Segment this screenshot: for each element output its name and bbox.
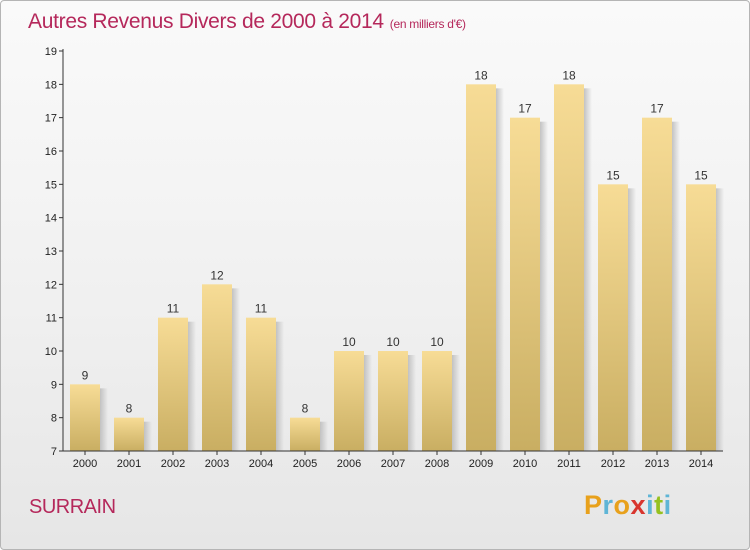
x-tick-label: 2014: [689, 458, 713, 470]
data-label: 18: [474, 68, 488, 82]
data-label: 10: [430, 335, 444, 349]
bar-shadow: [408, 355, 416, 451]
bar-shadow: [672, 121, 680, 452]
x-tick-label: 2004: [249, 458, 273, 470]
y-tick-label: 11: [46, 313, 57, 325]
bar-shadow: [100, 388, 108, 451]
bar: [554, 84, 584, 451]
logo-letter: o: [613, 490, 631, 520]
bar: [114, 417, 144, 451]
x-tick-label: 2001: [117, 458, 141, 470]
bar: [422, 351, 452, 451]
bar-shadow: [716, 188, 724, 452]
bar-shadow: [628, 188, 636, 452]
y-tick-label: 9: [51, 379, 57, 391]
bar: [246, 317, 276, 451]
bar: [686, 184, 716, 452]
bar-shadow: [276, 321, 284, 451]
bar: [642, 117, 672, 452]
bar: [510, 117, 540, 452]
y-tick-label: 8: [51, 413, 57, 425]
bar: [598, 184, 628, 452]
data-label: 12: [210, 268, 224, 282]
bar-shadow: [364, 355, 372, 451]
chart-title-text: Autres Revenus Divers de 2000 à 2014: [28, 10, 384, 33]
bar-shadow: [232, 288, 240, 451]
x-tick-label: 2006: [337, 458, 361, 470]
y-tick-label: 17: [45, 113, 57, 125]
chart-title: Autres Revenus Divers de 2000 à 2014 (en …: [28, 10, 466, 34]
x-tick-label: 2009: [469, 458, 493, 470]
bar: [202, 284, 232, 451]
data-label: 10: [386, 335, 400, 349]
y-tick-label: 16: [45, 146, 57, 158]
bar: [378, 351, 408, 451]
bar: [158, 317, 188, 451]
bar-shadows: [100, 88, 724, 452]
y-tick-label: 14: [45, 213, 57, 225]
bar-shadow: [144, 421, 152, 451]
place-name: SURRAIN: [29, 496, 116, 518]
y-tick-label: 12: [45, 279, 57, 291]
x-tick-label: 2007: [381, 458, 405, 470]
logo-letter: i: [646, 490, 655, 520]
x-tick-label: 2008: [425, 458, 449, 470]
bar-shadow: [452, 355, 460, 451]
logo-letter: r: [602, 490, 614, 520]
bar: [334, 351, 364, 451]
y-tick-label: 19: [45, 46, 57, 58]
data-label: 9: [82, 368, 89, 382]
data-label: 17: [650, 102, 664, 116]
chart-subtitle: (en milliers d'€): [389, 17, 466, 31]
bar-shadow: [188, 321, 196, 451]
y-tick-label: 18: [45, 79, 57, 91]
data-label: 18: [562, 68, 576, 82]
bar: [290, 417, 320, 451]
x-tick-label: 2013: [645, 458, 669, 470]
axes: [59, 49, 723, 455]
y-tick-label: 7: [51, 446, 57, 458]
x-tick-label: 2010: [513, 458, 537, 470]
logo-letter: t: [654, 490, 664, 520]
x-tick-label: 2012: [601, 458, 625, 470]
data-label: 15: [694, 168, 708, 182]
x-tick-label: 2000: [73, 458, 97, 470]
bar-shadow: [496, 88, 504, 451]
logo-letter: P: [584, 490, 603, 520]
bar: [466, 84, 496, 451]
logo-letter: i: [663, 490, 672, 520]
bar-shadow: [540, 121, 548, 452]
bar-shadow: [320, 421, 328, 451]
data-label: 10: [342, 335, 356, 349]
bar: [70, 384, 100, 451]
x-tick-label: 2003: [205, 458, 229, 470]
labels: 9 2000 8 2001 11 2002 12 2003 11 2004 8 2005 10 2006 1…: [45, 46, 713, 470]
data-label: 15: [606, 168, 620, 182]
data-label: 11: [167, 302, 180, 316]
data-label: 11: [255, 302, 268, 316]
data-label: 8: [302, 402, 309, 416]
x-tick-label: 2011: [557, 458, 581, 470]
y-tick-label: 15: [45, 179, 57, 191]
bars: [70, 84, 716, 452]
x-tick-label: 2005: [293, 458, 317, 470]
x-tick-label: 2002: [161, 458, 185, 470]
bar-shadow: [584, 88, 592, 451]
data-label: 8: [126, 402, 133, 416]
proxiti-logo: Proxiti: [584, 490, 672, 521]
data-label: 17: [518, 102, 532, 116]
logo-letter: x: [630, 490, 647, 520]
y-tick-label: 13: [45, 246, 57, 258]
y-tick-label: 10: [45, 346, 57, 358]
